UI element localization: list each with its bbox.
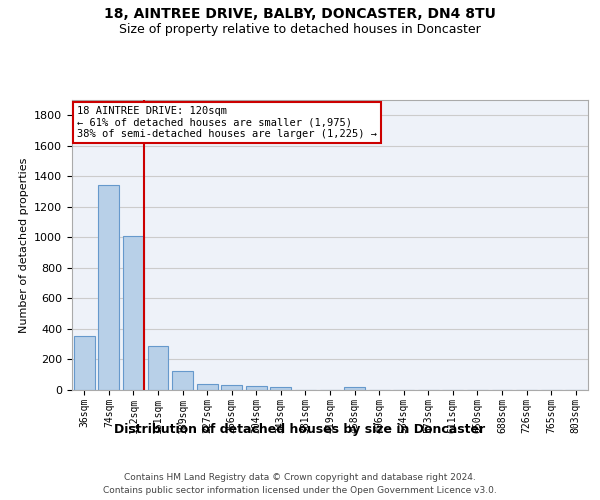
Bar [123, 236, 144, 390]
Y-axis label: Number of detached properties: Number of detached properties [19, 158, 29, 332]
Bar [271, 388, 292, 390]
Text: Contains HM Land Registry data © Crown copyright and database right 2024.: Contains HM Land Registry data © Crown c… [124, 472, 476, 482]
Bar [74, 336, 95, 390]
Bar [98, 184, 119, 390]
Bar [221, 385, 242, 390]
Text: 18 AINTREE DRIVE: 120sqm
← 61% of detached houses are smaller (1,975)
38% of sem: 18 AINTREE DRIVE: 120sqm ← 61% of detach… [77, 106, 377, 139]
Text: Size of property relative to detached houses in Doncaster: Size of property relative to detached ho… [119, 22, 481, 36]
Text: Contains public sector information licensed under the Open Government Licence v3: Contains public sector information licen… [103, 486, 497, 495]
Bar [344, 387, 365, 390]
Bar [172, 371, 193, 390]
Bar [197, 384, 218, 390]
Text: 18, AINTREE DRIVE, BALBY, DONCASTER, DN4 8TU: 18, AINTREE DRIVE, BALBY, DONCASTER, DN4… [104, 8, 496, 22]
Text: Distribution of detached houses by size in Doncaster: Distribution of detached houses by size … [115, 422, 485, 436]
Bar [246, 386, 267, 390]
Bar [148, 346, 169, 390]
